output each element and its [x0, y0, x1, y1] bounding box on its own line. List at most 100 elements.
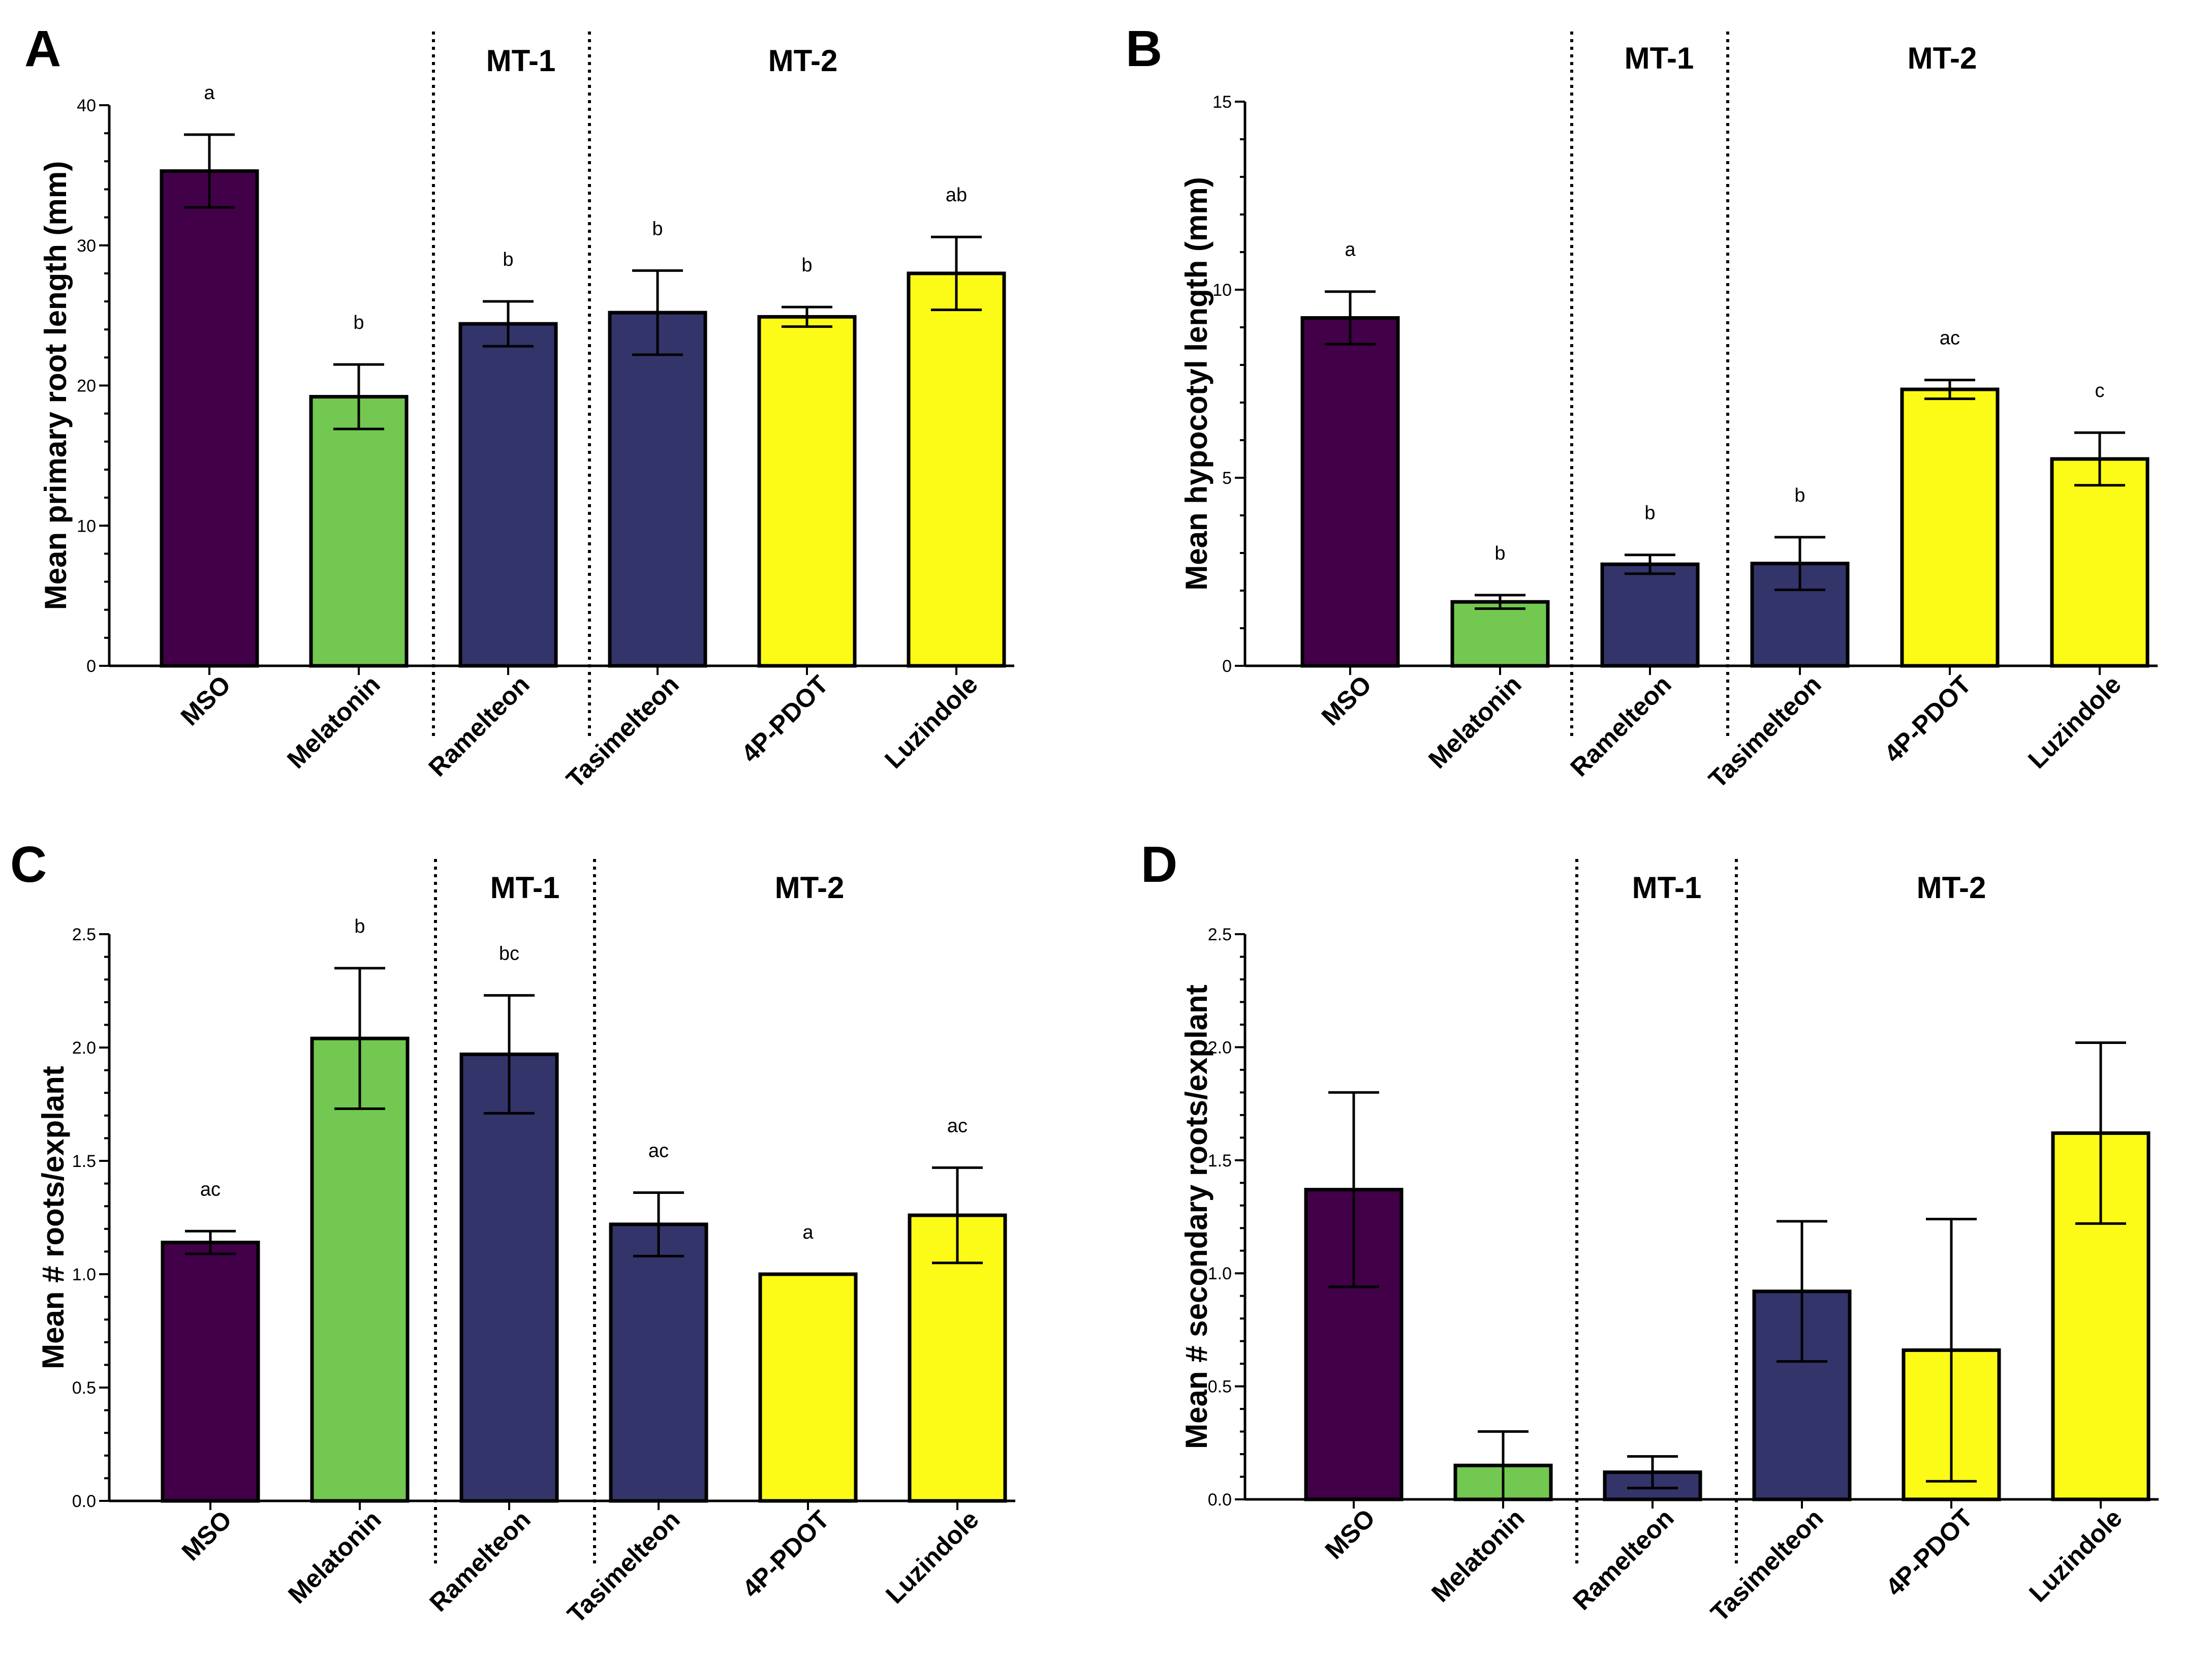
panel-b: B 0 5 10 15 Mean hypocotyl length (mm) a MSO b Me… [1126, 20, 2158, 793]
significance-label: b [503, 249, 513, 270]
category-label: 4P-PDOT [736, 670, 834, 768]
group-label-mt-2: MT-2 [1917, 871, 1986, 905]
y-tick-label: 1.5 [1208, 1151, 1232, 1171]
panel-letter: A [24, 20, 61, 77]
y-tick-label: 0.0 [72, 1492, 96, 1511]
group-label-mt-1: MT-1 [1625, 41, 1694, 75]
y-tick-label: 5 [1222, 469, 1232, 488]
bar-mso [1300, 316, 1400, 668]
y-tick-label: 2.0 [72, 1038, 96, 1058]
group-label-mt-2: MT-2 [768, 44, 838, 78]
category-label: Ramelteon [424, 1505, 536, 1617]
category-label: Luzindole [880, 1505, 984, 1609]
significance-label: b [652, 218, 663, 239]
significance-label: b [1794, 485, 1805, 506]
category-label: Melatonin [283, 1505, 387, 1609]
bar-tasimelteon [1750, 562, 1850, 668]
bar-ramelteon [459, 1052, 559, 1503]
category-label: 4P-PDOT [1880, 1503, 1978, 1602]
y-tick-label: 0.5 [72, 1378, 96, 1398]
significance-label: ac [200, 1179, 221, 1200]
category-label: Luzindole [879, 670, 983, 774]
bar-4p-pdot [1900, 387, 2000, 668]
y-tick-label: 15 [1212, 93, 1232, 112]
significance-label: b [1644, 503, 1655, 524]
y-tick-label: 2.5 [72, 925, 96, 944]
bar-melatonin [1450, 600, 1550, 668]
panel-a: A 0 10 20 30 40 Mean primary root length (mm) a… [24, 20, 1014, 793]
bar-mso [161, 1241, 260, 1503]
category-label: MSO [176, 1505, 237, 1566]
significance-label: b [354, 916, 365, 937]
bar-4p-pdot [758, 1272, 858, 1503]
y-tick-label: 2.5 [1208, 925, 1232, 944]
category-label: Luzindole [2022, 670, 2127, 774]
y-tick-label: 30 [77, 236, 96, 256]
panel-letter: C [10, 836, 47, 893]
y-tick-label: 20 [77, 377, 96, 396]
y-tick-label: 0 [1222, 657, 1232, 676]
y-tick-label: 0 [86, 657, 96, 676]
group-label-mt-1: MT-1 [486, 44, 556, 78]
y-tick-label: 10 [77, 516, 96, 536]
category-label: Melatonin [282, 670, 386, 774]
category-label: 4P-PDOT [1879, 670, 1977, 768]
significance-label: b [1494, 543, 1505, 564]
y-axis-label: Mean # roots/explant [36, 1066, 70, 1369]
significance-label: bc [499, 943, 519, 964]
group-label-mt-1: MT-1 [490, 871, 560, 905]
significance-label: b [353, 312, 364, 333]
category-label: Tasimelteon [561, 670, 684, 793]
y-tick-label: 10 [1212, 281, 1232, 300]
category-label: Tasimelteon [562, 1505, 686, 1628]
panel-letter: B [1126, 20, 1162, 77]
bar-4p-pdot [757, 315, 857, 668]
bar-ramelteon [458, 322, 558, 668]
y-tick-label: 0.5 [1208, 1377, 1232, 1397]
bar-tasimelteon [609, 1222, 708, 1503]
panel-d: D 0.0 0.5 1.0 1.5 2.0 2.5 Mean # secondary root… [1141, 836, 2159, 1627]
category-label: MSO [1316, 670, 1377, 731]
category-label: Tasimelteon [1705, 1503, 1829, 1627]
significance-label: a [1345, 239, 1356, 261]
category-label: MSO [1320, 1503, 1381, 1564]
panel-letter: D [1141, 836, 1177, 893]
y-tick-label: 0.0 [1208, 1490, 1232, 1510]
category-label: Tasimelteon [1703, 670, 1827, 793]
bar-ramelteon [1600, 562, 1700, 668]
significance-label: ac [947, 1115, 968, 1136]
bar-tasimelteon [608, 311, 707, 668]
significance-label: ac [1940, 328, 1960, 349]
significance-label: a [204, 82, 215, 104]
bar-mso [160, 169, 259, 668]
significance-label: c [2095, 380, 2105, 402]
y-tick-label: 2.0 [1208, 1038, 1232, 1057]
category-label: Melatonin [1426, 1503, 1530, 1608]
significance-label: ab [946, 184, 967, 206]
y-axis-label: Mean hypocotyl length (mm) [1179, 177, 1213, 590]
y-axis-label: Mean # secondary roots/explant [1179, 985, 1213, 1449]
y-tick-label: 1.5 [72, 1152, 96, 1171]
bar-melatonin [309, 395, 409, 668]
significance-label: b [801, 255, 812, 276]
panel-c: C 0.0 0.5 1.0 1.5 2.0 2.5 Mean # roots/explant a… [10, 836, 1015, 1628]
group-label-mt-2: MT-2 [775, 871, 845, 905]
y-tick-label: 40 [77, 96, 96, 115]
y-axis-label: Mean primary root length (mm) [39, 161, 73, 610]
category-label: Melatonin [1423, 670, 1527, 774]
bar-luzindole [907, 271, 1006, 668]
category-label: MSO [175, 670, 236, 731]
category-label: 4P-PDOT [737, 1505, 835, 1603]
y-tick-label: 1.0 [72, 1265, 96, 1284]
y-tick-label: 1.0 [1208, 1264, 1232, 1283]
category-label: Ramelteon [1567, 1503, 1679, 1615]
category-label: Luzindole [2023, 1503, 2128, 1608]
category-label: Ramelteon [423, 670, 535, 782]
group-label-mt-2: MT-2 [1908, 41, 1977, 75]
group-label-mt-1: MT-1 [1632, 871, 1702, 905]
bar-luzindole [2050, 457, 2149, 668]
significance-label: a [802, 1222, 814, 1243]
category-label: Ramelteon [1565, 670, 1676, 782]
significance-label: ac [648, 1140, 669, 1161]
